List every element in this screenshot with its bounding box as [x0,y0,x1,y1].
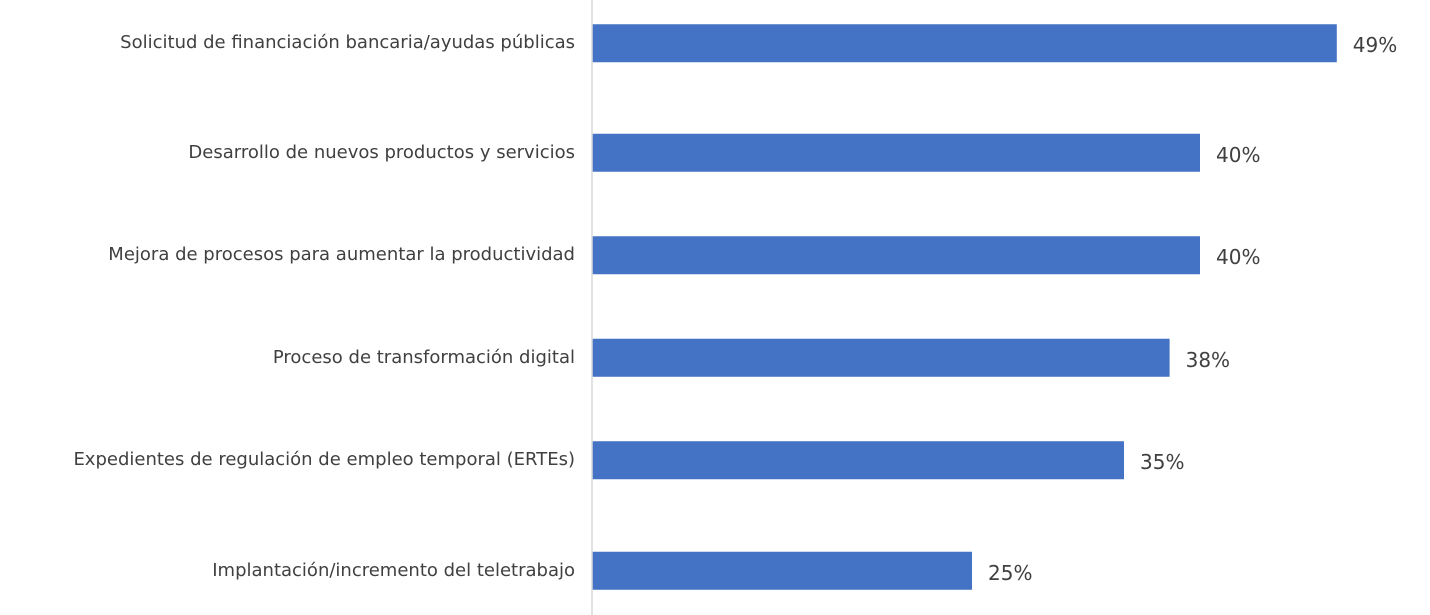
category-label: Expedientes de regulación de empleo temp… [0,448,575,472]
value-label: 35% [1140,450,1185,475]
category-label: Solicitud de financiación bancaria/ayuda… [0,31,575,55]
category-label-text: Mejora de procesos para aumentar la prod… [108,244,575,266]
category-label-text: Expedientes de regulación de empleo temp… [73,449,575,471]
category-label: Desarrollo de nuevos productos y servici… [0,141,575,165]
category-label-text: Desarrollo de nuevos productos y servici… [188,141,575,163]
category-label: Implantación/incremento del teletrabajo [0,559,575,583]
category-label-text: Solicitud de financiación bancaria/ayuda… [120,32,575,54]
category-label: Mejora de procesos para aumentar la prod… [0,243,575,267]
value-label: 40% [1216,142,1261,167]
value-label: 40% [1216,245,1261,270]
value-label: 25% [988,560,1033,585]
value-label: 49% [1352,33,1398,58]
bar [592,236,1200,275]
category-label-text: Implantación/incremento del teletrabajo [212,559,575,581]
value-label: 38% [1185,347,1231,372]
bar [592,24,1337,63]
bar [592,133,1200,172]
bar [592,441,1124,480]
category-label-text: Proceso de transformación digital [272,346,575,368]
category-label: Proceso de transformación digital [0,346,575,370]
bar [592,338,1170,377]
bar [592,551,972,590]
